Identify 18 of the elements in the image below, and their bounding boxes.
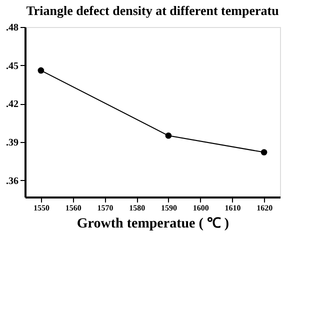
x-tick-label: 1550 xyxy=(33,204,50,212)
x-tick-label: 1570 xyxy=(97,204,114,212)
x-axis-title: Growth temperatue ( ℃ ) xyxy=(76,216,230,232)
y-tick-label: .36 xyxy=(6,176,18,187)
point xyxy=(260,149,268,156)
y-tick-label: .48 xyxy=(6,22,18,34)
point xyxy=(38,67,44,74)
x-tick-label: 1610 xyxy=(224,204,241,212)
x-tick-label: 1620 xyxy=(256,204,273,212)
y-tick-label: .42 xyxy=(6,99,18,110)
y-tick-label: .45 xyxy=(6,60,18,72)
x-tick-label: 1580 xyxy=(129,204,146,212)
x-tick-label: 1560 xyxy=(65,204,82,212)
x-tick-label: 1590 xyxy=(160,204,177,212)
x-tick-label: 1600 xyxy=(192,204,209,212)
point xyxy=(165,132,172,139)
y-tick-label: .39 xyxy=(6,138,18,149)
chart-title: Triangle defect density at different temperatu xyxy=(26,3,279,18)
